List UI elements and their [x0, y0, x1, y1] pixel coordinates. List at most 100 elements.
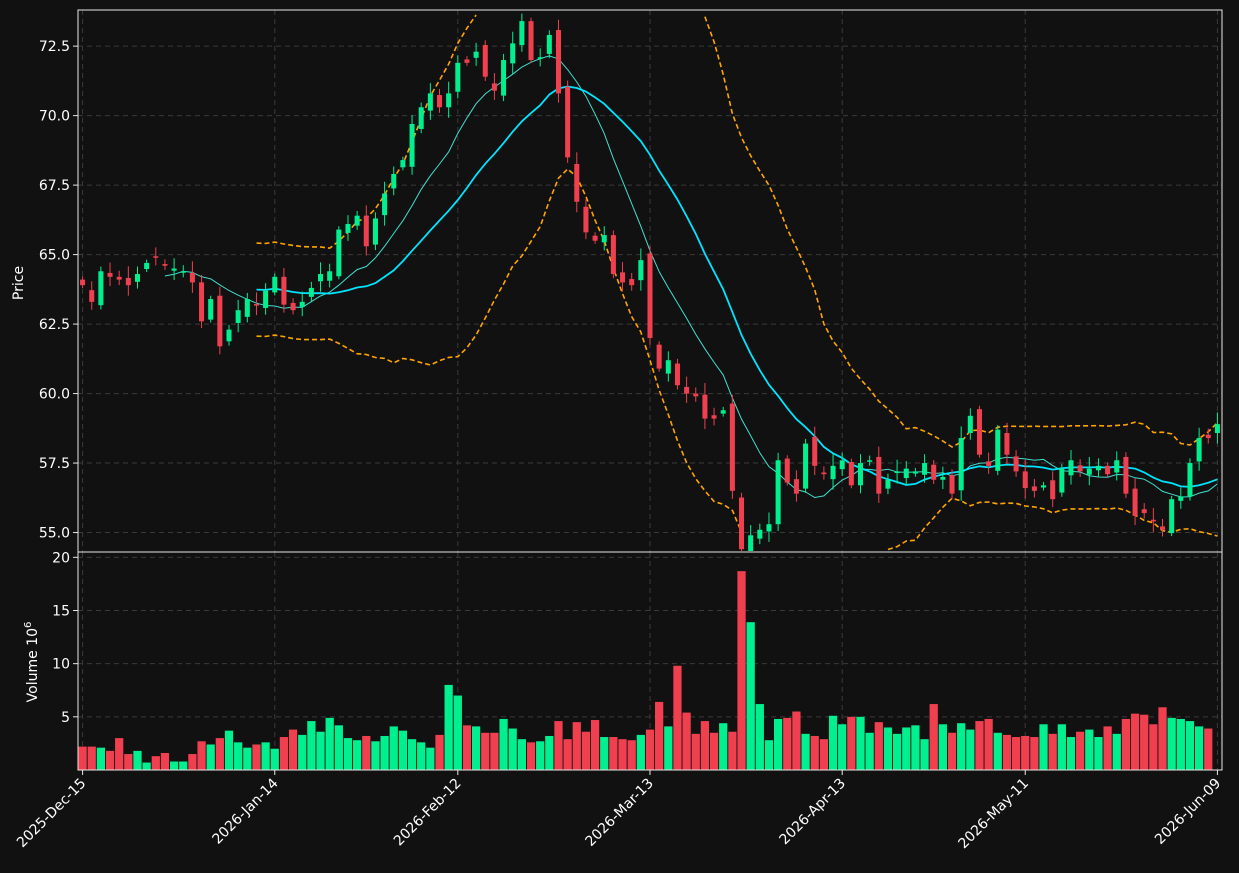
- candle-body: [739, 497, 745, 550]
- volume-bar: [1002, 734, 1012, 770]
- volume-bar: [499, 718, 508, 770]
- volume-bar: [664, 726, 673, 770]
- volume-bar: [1021, 735, 1030, 770]
- volume-bar: [206, 744, 215, 770]
- candle-body: [848, 461, 854, 486]
- candle-body: [821, 472, 827, 475]
- candle-body: [409, 123, 415, 167]
- volume-bar: [78, 746, 87, 770]
- candle-body: [784, 458, 790, 483]
- volume-bar: [746, 622, 755, 770]
- candle-body: [592, 235, 598, 241]
- volume-bar: [774, 718, 783, 770]
- candle-body: [940, 476, 946, 480]
- volume-bar: [856, 716, 865, 770]
- volume-bar: [609, 737, 618, 770]
- candle-body: [949, 475, 955, 494]
- volume-bar: [197, 741, 206, 770]
- volume-bar: [902, 727, 911, 770]
- volume-bar: [847, 716, 856, 770]
- price-tick-label: 65.0: [39, 248, 70, 264]
- price-axis-label: Price: [11, 266, 27, 300]
- candle-body: [922, 463, 928, 475]
- candle-body: [903, 468, 909, 479]
- price-tick-label: 70.0: [39, 109, 70, 125]
- volume-bar: [316, 731, 325, 770]
- volume-bar: [801, 733, 810, 770]
- volume-bar: [224, 730, 234, 770]
- candle-body: [1086, 468, 1092, 475]
- volume-bar: [279, 737, 289, 770]
- candle-body: [830, 465, 836, 480]
- candle-body: [995, 429, 1001, 471]
- candle-body: [638, 260, 644, 281]
- candle-body: [711, 415, 717, 419]
- candle-body: [839, 460, 845, 470]
- volume-bar: [517, 739, 526, 770]
- candle-body: [482, 45, 488, 77]
- volume-bar: [270, 748, 279, 770]
- volume-axis-label-power: 6: [23, 622, 34, 628]
- candle-body: [1050, 480, 1056, 500]
- volume-bar: [783, 717, 792, 770]
- volume-bar: [1094, 737, 1103, 770]
- volume-bar: [1167, 717, 1176, 770]
- candle-body: [656, 344, 662, 369]
- candle-body: [345, 224, 351, 233]
- candle-body: [546, 35, 552, 54]
- price-tick-label: 62.5: [39, 317, 70, 333]
- candle-body: [1205, 434, 1211, 439]
- candle-body: [537, 57, 543, 59]
- candle-body: [629, 279, 635, 286]
- candle-body: [1150, 519, 1156, 522]
- candle-body: [876, 456, 882, 494]
- candle-body: [958, 438, 964, 491]
- volume-bar: [160, 752, 170, 770]
- candle-body: [116, 276, 122, 280]
- candle-body: [199, 282, 205, 322]
- volume-bar: [682, 712, 691, 770]
- volume-bar: [957, 723, 966, 770]
- date-tick-label: 2025-Dec-15: [14, 776, 89, 851]
- candle-body: [501, 60, 507, 96]
- volume-bar: [883, 727, 893, 770]
- candle-body: [336, 229, 342, 277]
- candle-body: [601, 235, 607, 243]
- volume-bar: [1057, 724, 1066, 770]
- candle-body: [391, 173, 397, 189]
- volume-bar: [911, 725, 920, 770]
- candle-body: [318, 274, 324, 282]
- candle-body: [354, 215, 360, 226]
- volume-axis-label-name: Volume: [25, 650, 41, 702]
- candle-body: [134, 274, 141, 282]
- candle-body: [217, 295, 223, 347]
- candle-body: [299, 301, 305, 307]
- price-tick-label: 60.0: [39, 387, 70, 403]
- price-tick-label: 72.5: [39, 39, 70, 55]
- candle-body: [1178, 496, 1184, 501]
- volume-bar: [298, 734, 307, 770]
- candle-body: [372, 218, 378, 245]
- volume-bar: [581, 731, 591, 770]
- volume-bar: [252, 744, 261, 770]
- volume-bar: [737, 571, 746, 770]
- volume-bar: [417, 742, 426, 770]
- volume-bar: [526, 742, 536, 770]
- volume-bar: [343, 738, 353, 770]
- volume-bar: [865, 732, 874, 770]
- candle-body: [574, 163, 580, 202]
- date-tick-label: 2026-Apr-13: [776, 776, 849, 849]
- volume-bar: [700, 721, 710, 770]
- date-tick-label: 2026-Mar-13: [583, 776, 657, 850]
- candle-body: [885, 479, 891, 489]
- candle-body: [98, 271, 104, 306]
- candle-body: [931, 464, 937, 480]
- volume-bar: [1149, 724, 1158, 770]
- candle-body: [1068, 460, 1074, 476]
- volume-bar: [810, 735, 819, 770]
- volume-bar: [655, 701, 664, 770]
- volume-bar: [590, 720, 600, 770]
- date-axis: 2025-Dec-15 2026-Jan-14 2026-Feb-12 2026-Ma…: [14, 770, 1224, 852]
- volume-bar: [819, 739, 829, 770]
- candle-body: [436, 95, 443, 108]
